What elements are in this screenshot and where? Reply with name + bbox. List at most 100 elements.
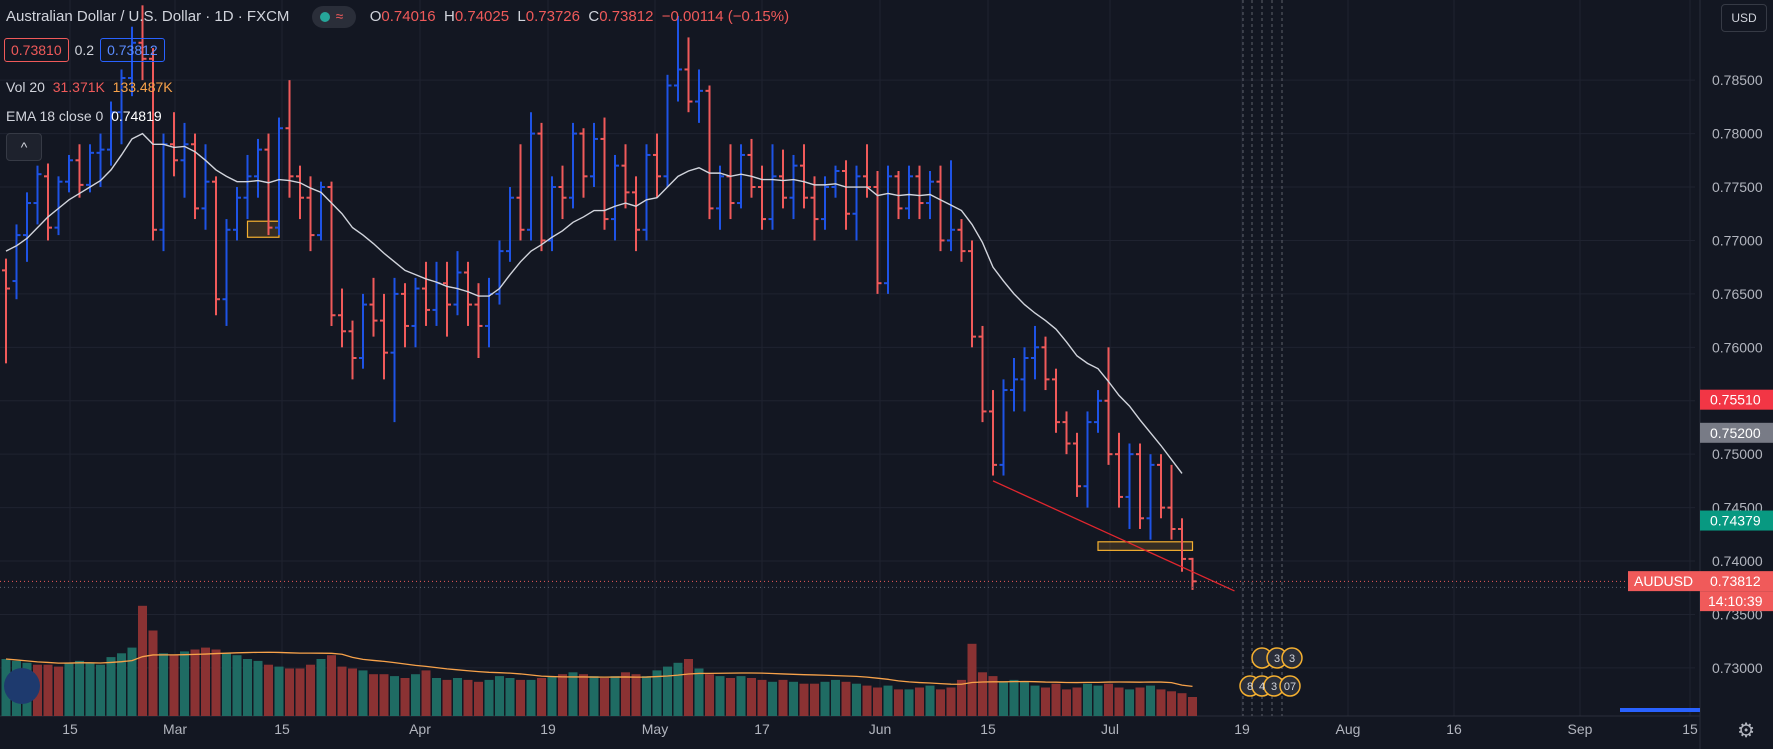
volume-bar: [348, 668, 357, 716]
spread-value: 0.2: [74, 42, 95, 58]
price-change: −0.00114 (−0.15%): [661, 7, 790, 25]
volume-bar: [652, 670, 662, 716]
volume-bar: [222, 653, 231, 716]
volume-bar: [453, 678, 462, 716]
volume-bar: [789, 681, 798, 716]
currency-selector[interactable]: USD: [1721, 4, 1767, 32]
volume-bar: [180, 651, 189, 716]
volume-bar: [1072, 687, 1082, 716]
volume-bar: [631, 674, 641, 716]
volume-bar: [54, 666, 63, 716]
symbol-legend[interactable]: Australian Dollar / U.S. Dollar · 1D · F…: [6, 6, 789, 28]
volume-bar: [642, 676, 651, 716]
volume-bar: [495, 676, 504, 716]
collapse-legend-button[interactable]: ^: [6, 133, 42, 161]
event-markers[interactable]: 3 38 4 3 07: [1239, 647, 1303, 697]
volume-bar: [673, 662, 683, 716]
volume-bar: [831, 679, 840, 716]
volume-bar: [400, 678, 410, 716]
symbol-title: Australian Dollar / U.S. Dollar · 1D · F…: [6, 7, 290, 25]
status-dot-icon: [319, 12, 330, 22]
volume-bar: [747, 678, 756, 716]
volume-bar: [537, 678, 546, 716]
time-tick-label: 15: [274, 721, 290, 737]
volume-bar: [526, 679, 536, 716]
volume-bar: [75, 660, 84, 716]
volume-bar: [694, 668, 704, 716]
axis-price-value: 0.75510: [1710, 392, 1761, 408]
volume-bar: [1041, 687, 1050, 716]
volume-bar: [285, 668, 294, 716]
time-tick-label: 16: [1446, 721, 1462, 737]
volume-bar: [558, 674, 567, 716]
volume-bar: [978, 672, 987, 716]
time-tick-label: 19: [540, 721, 556, 737]
volume-bar: [337, 666, 347, 716]
volume-bar: [232, 655, 242, 716]
volume-bar: [852, 683, 861, 716]
volume-bar: [327, 655, 336, 716]
volume-bar: [274, 666, 284, 716]
time-tick-label: Aug: [1336, 721, 1361, 737]
volume-bar: [390, 676, 399, 716]
time-tick-label: Sep: [1568, 721, 1593, 737]
buy-button[interactable]: 0.73812: [100, 38, 165, 62]
trendline[interactable]: [992, 480, 1235, 592]
volume-bar: [43, 664, 53, 716]
volume-bar: [1114, 687, 1124, 716]
highlight-box: [246, 220, 280, 238]
volume-bar: [988, 676, 998, 716]
time-tick-label: 15: [62, 721, 78, 737]
volume-bar: [1030, 685, 1040, 716]
axis-price-label: [1700, 389, 1773, 410]
volume-bar: [127, 647, 137, 716]
volume-bar: [106, 657, 116, 716]
time-tick-label: 19: [1234, 721, 1250, 737]
volume-bar: [421, 670, 431, 716]
volume-bar: [684, 659, 693, 716]
volume-bar: [211, 649, 221, 716]
volume-bar: [1146, 685, 1155, 716]
volume-bar: [600, 678, 609, 716]
indicator-toggle[interactable]: ≈: [311, 6, 356, 28]
axis-price-label: [1700, 510, 1773, 531]
highlight-box: [1097, 541, 1194, 551]
volume-bar: [579, 674, 588, 716]
volume-bar: [1020, 681, 1029, 716]
volume-bar: [726, 678, 735, 716]
countdown-label: [1700, 591, 1773, 612]
volume-bar: [1156, 689, 1166, 716]
volume-bar: [1177, 693, 1187, 716]
volume-bar: [946, 687, 956, 716]
price-tick-label: 0.77000: [1712, 232, 1763, 248]
volume-bar: [516, 679, 525, 716]
time-axis[interactable]: 15 Mar 15 Apr 19 May 17 Jun 15 Jul 19 Aug 16 Sep 15: [62, 708, 1700, 737]
volume-legend[interactable]: Vol 20 31.371K 133.487K: [6, 79, 173, 95]
volume-bar: [484, 679, 494, 716]
time-tick-label: Jul: [1101, 721, 1119, 737]
event-count: 3: [1271, 681, 1277, 693]
volume-bar: [1125, 689, 1134, 716]
time-tick-label: Apr: [409, 721, 431, 737]
event-icon: [1279, 675, 1301, 697]
time-tick-label: 15: [1682, 721, 1698, 737]
volume-bar: [915, 687, 924, 716]
event-count: 3: [1289, 653, 1295, 665]
volume-bar: [1009, 679, 1019, 716]
volume-bar: [610, 676, 620, 716]
volume-bar: [1083, 683, 1092, 716]
volume-bar: [705, 674, 714, 716]
tradingview-logo-icon[interactable]: [4, 668, 40, 704]
volume-bar: [316, 659, 326, 716]
volume-bar: [936, 689, 945, 716]
ema-legend[interactable]: EMA 18 close 0 0.74819: [6, 108, 162, 124]
axis-price-value: 0.75200: [1710, 425, 1761, 441]
sell-button[interactable]: 0.73810: [4, 38, 69, 62]
volume-ma-line: [5, 651, 1193, 688]
volume-bar: [358, 670, 368, 716]
price-axis[interactable]: 0.78500 0.78000 0.77500 0.77000 0.76500 0.760…: [1712, 72, 1763, 676]
gear-icon[interactable]: ⚙: [1737, 720, 1755, 742]
volume-bar: [663, 666, 672, 716]
symbol-price-value: 0.73812: [1710, 573, 1761, 589]
